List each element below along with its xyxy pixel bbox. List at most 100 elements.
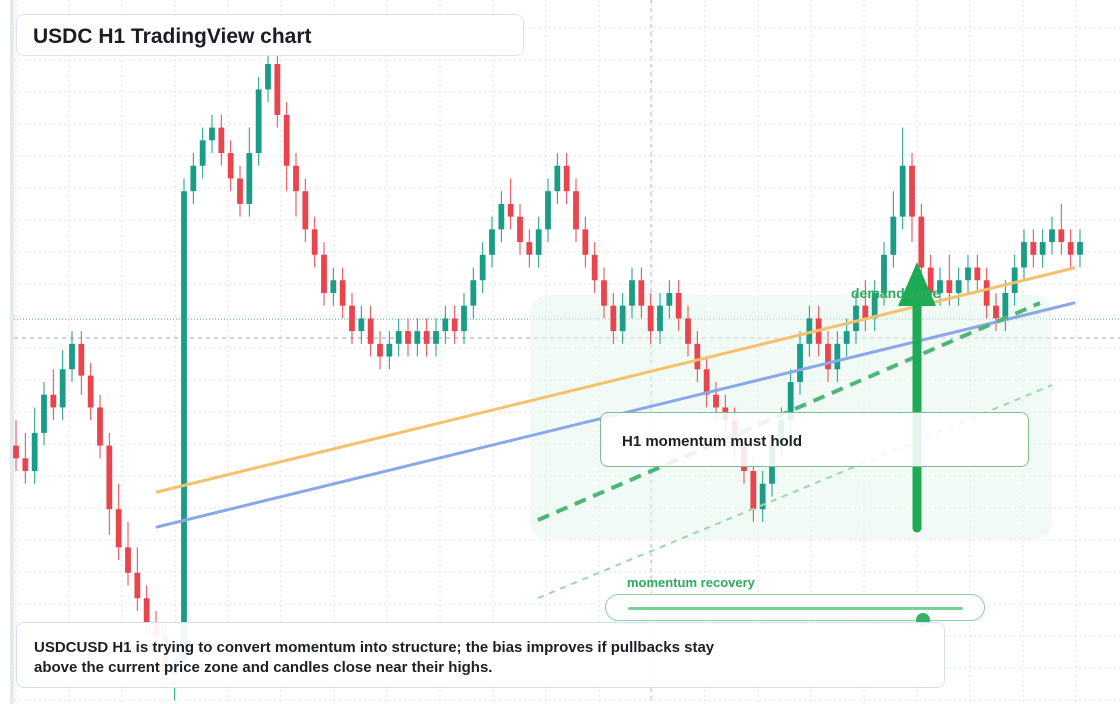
candle-body [862,305,869,319]
candle-body [125,547,131,573]
candle-body [535,229,542,255]
left-edge-bar [10,0,14,704]
candle-body [209,127,215,141]
candle-body [974,267,981,281]
candle-body [302,191,309,230]
candle-body [283,114,290,166]
candle-body [582,229,589,255]
demand-zone-label: demand zone [851,285,941,301]
momentum-slider-label: momentum recovery [627,575,755,590]
candle-body [909,165,915,217]
candle-body [545,191,551,230]
candle-body [629,280,635,306]
candle-body [825,343,831,370]
candle-body [237,178,243,204]
candle-body [983,280,990,306]
candle-body [871,292,878,319]
candle-body [507,203,514,217]
candle-body [106,445,113,510]
candle-body [573,191,579,230]
candle-body [526,242,533,255]
candle-body [227,153,234,179]
chart-title: USDC H1 TradingView chart [33,25,312,48]
candle-body [143,598,150,624]
candle-body [619,305,626,332]
candle-body [750,471,757,510]
candle-body [517,216,523,243]
candle-body [134,572,141,599]
candle-body [451,318,458,332]
candle-body [190,165,197,192]
momentum-callout: H1 momentum must hold [600,412,1029,467]
candle-body [759,483,766,510]
candle-body [22,458,29,472]
candle-body [489,229,495,255]
slider-track[interactable] [628,607,963,627]
candle-body [293,165,299,192]
candle-body [946,280,953,293]
candle-body [218,127,225,154]
candle-body [31,432,38,472]
candle-body [647,305,654,332]
candle-body [246,153,253,204]
candle-body [358,318,365,332]
candle-body [367,318,374,344]
candle-body [1049,229,1055,243]
candle-body [657,305,663,332]
candle-body [797,343,803,382]
candle-body [601,280,607,306]
candle-body [881,254,887,293]
candle-body [675,292,682,319]
green-dashed-channel-upper [537,301,1041,522]
candle-body [69,343,75,370]
candle-body [386,343,393,357]
candle-body [853,305,859,332]
candle-body [1077,242,1083,255]
candle-body [349,305,355,332]
candle-body [563,165,570,192]
analysis-note-card: USDCUSD H1 is trying to convert momentum… [16,622,945,688]
candle-body [423,331,430,344]
candle-body [479,254,486,281]
candle-body [50,394,57,408]
candle-body [321,254,327,293]
candle-body [1021,242,1027,268]
candle-body [918,216,925,268]
candle-body [703,369,710,395]
candle-body [395,331,402,344]
candle-body [41,394,47,433]
candle-body [666,292,673,306]
momentum-slider[interactable] [605,594,985,627]
candle-body [115,509,122,548]
candle-body [955,280,962,293]
analysis-note: USDCUSD H1 is trying to convert momentum… [34,639,715,676]
candle-body [1058,229,1065,243]
candle-body [433,331,439,344]
candle-body [498,203,505,230]
arrow-head [898,262,936,306]
candle-body [694,343,701,370]
candle-body [442,318,449,332]
candle-body [97,407,103,446]
candle-body [638,280,645,306]
candle-body [274,64,281,115]
candle-body [414,331,421,344]
candle-body [591,254,598,281]
callout-text: H1 momentum must hold [622,433,803,450]
candle-body [1002,292,1009,319]
candle-body [937,280,943,293]
candle-body [255,89,262,154]
candle-body [890,216,897,255]
candle-body [470,280,477,306]
candle-body [199,140,206,166]
candle-body [965,267,971,281]
candle-body [461,305,467,332]
green-dashed-channel-lower [537,384,1053,599]
candle-body [87,375,94,408]
candlestick-series [13,51,1083,700]
candle-body [1039,242,1046,255]
candle-body [610,305,617,332]
candle-body [713,394,719,408]
candle-body [59,369,66,408]
candle-body [181,191,187,662]
